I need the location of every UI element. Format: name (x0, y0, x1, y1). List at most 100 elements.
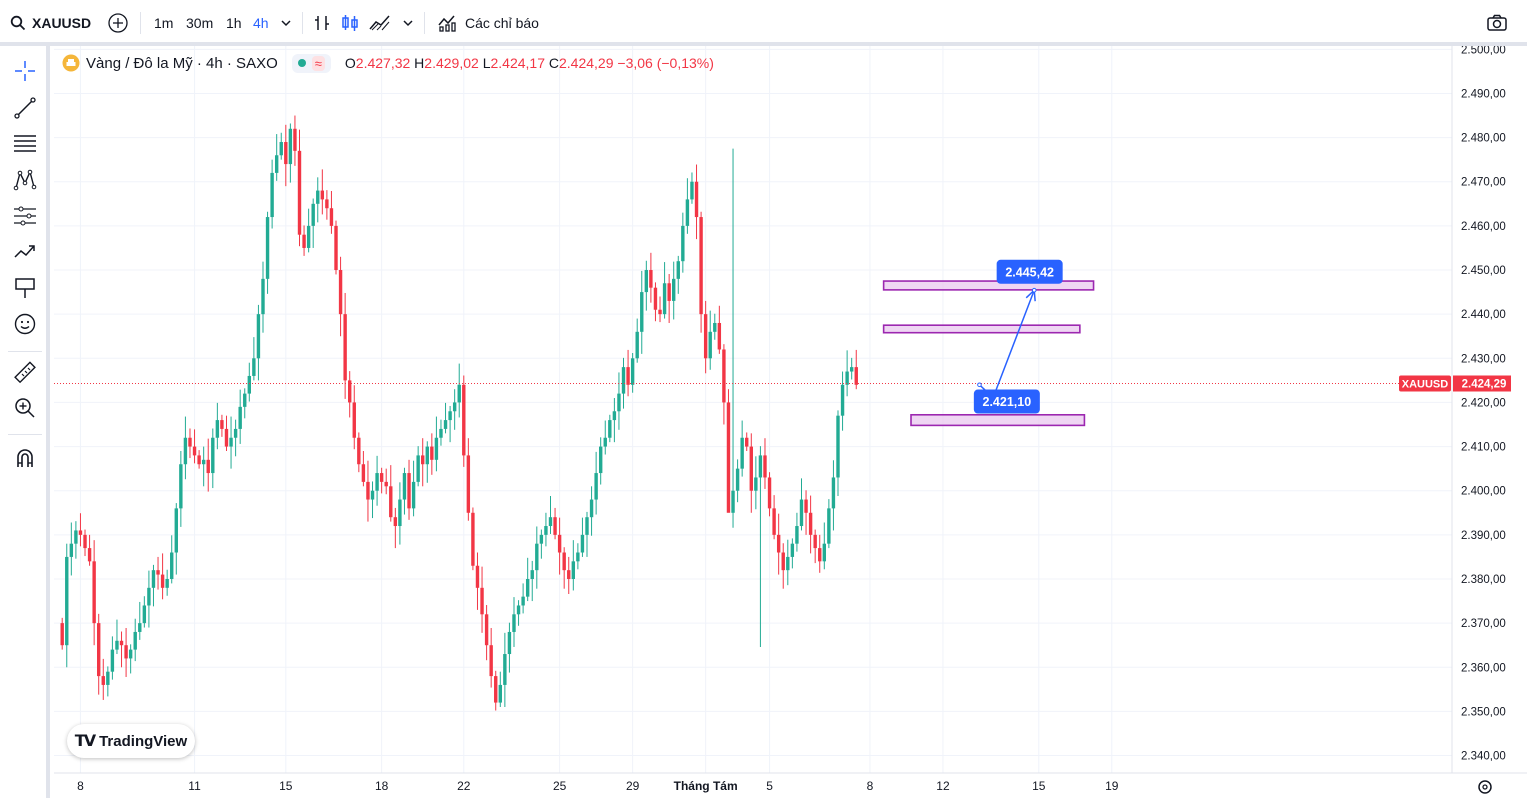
pattern-tool[interactable] (12, 167, 38, 193)
symbol-search[interactable]: XAUUSD (10, 10, 91, 36)
price-tick-label: 2.400,00 (1461, 486, 1506, 498)
price-chart[interactable]: 2.445,42 2.421,10 2.340,00 2.350,00 2.360,00… (54, 46, 1527, 798)
fib-tool[interactable] (12, 131, 38, 157)
drawing-toolbar (0, 46, 50, 798)
candle-body (562, 552, 566, 571)
measure-tool[interactable] (12, 360, 38, 386)
candle-body (274, 155, 279, 173)
candle-body (617, 393, 621, 412)
candle-body (124, 645, 128, 659)
pattern-icon (13, 169, 37, 191)
candle-body (425, 446, 429, 465)
ohlc-values: O2.427,32 H2.429,02 L2.424,17 C2.424,29 … (345, 55, 714, 71)
candle-body (653, 287, 658, 310)
forecast-tool[interactable] (12, 239, 38, 265)
candles-icon (342, 15, 358, 31)
candle-body (265, 217, 270, 279)
bars-icon (315, 16, 329, 30)
candle-body (379, 473, 384, 482)
candle-body (325, 199, 329, 209)
candle-body (786, 556, 790, 571)
candle-body (74, 530, 78, 544)
chart-settings-icon[interactable] (1478, 780, 1492, 794)
area-style-button[interactable] (368, 10, 392, 36)
market-open-indicator (297, 59, 306, 67)
candle-body (685, 199, 690, 226)
symbol-description[interactable]: Vàng / Đô la Mỹ · 4h · SAXO (86, 54, 278, 72)
candle-body (393, 517, 398, 527)
market-status[interactable]: ≈ (291, 53, 331, 73)
indicators-icon (438, 15, 456, 32)
time-tick-label: Tháng Tám (674, 779, 738, 793)
zoom-in-icon (15, 398, 35, 418)
indicators-button[interactable]: Các chỉ báo (437, 10, 539, 36)
candle-body (799, 499, 804, 527)
candle-body (402, 473, 407, 500)
candle-body (722, 349, 726, 403)
price-tick-label: 2.410,00 (1461, 442, 1506, 454)
last-price-tag (1453, 375, 1511, 392)
candle-body (749, 446, 753, 491)
candle-body (384, 481, 388, 487)
ruler-icon (14, 361, 36, 384)
candle-body (776, 534, 781, 553)
candle-body (731, 490, 735, 513)
candle-body (247, 375, 252, 394)
candle-body (557, 534, 562, 553)
chevron-down-icon (281, 20, 291, 27)
candle-body (448, 411, 452, 421)
bar-style-button[interactable] (312, 10, 332, 36)
candle-body (188, 437, 192, 447)
candle-body (147, 587, 151, 606)
candle-body (334, 225, 338, 271)
close-label: C (548, 55, 559, 71)
candle-body (612, 411, 617, 421)
emoji-tool[interactable] (12, 311, 38, 337)
interval-4h[interactable]: 4h (253, 10, 269, 36)
annotation-tool[interactable] (12, 275, 38, 301)
candle-body (293, 128, 297, 151)
trend-line-tool[interactable] (12, 95, 38, 121)
candle-body (407, 473, 411, 509)
projection-tool[interactable] (12, 203, 38, 229)
candle-body (644, 270, 649, 293)
candle-body (521, 596, 525, 606)
candle-body (640, 292, 644, 332)
divider (302, 12, 303, 34)
magnet-tool[interactable] (12, 445, 38, 471)
snapshot-button[interactable] (1486, 10, 1508, 36)
candle-body (845, 371, 849, 385)
chart-legend: Vàng / Đô la Mỹ · 4h · SAXO ≈ O2.427,32 … (62, 52, 714, 74)
candle-body (525, 578, 530, 597)
gold-coin-icon (62, 54, 80, 72)
add-circle-icon (108, 13, 128, 33)
symbol-tag-text: XAUUSD (1402, 379, 1449, 391)
candle-body (754, 477, 758, 491)
zoom-in-tool[interactable] (12, 395, 38, 421)
forecast-icon (14, 245, 35, 258)
interval-1h[interactable]: 1h (226, 10, 242, 36)
indicators-label: Các chỉ báo (465, 15, 539, 31)
candle-body (571, 561, 576, 579)
price-label-box (973, 389, 1040, 414)
candle-body (740, 437, 744, 469)
candle-body (421, 455, 425, 465)
candle-body (452, 402, 457, 412)
candle-body (621, 367, 626, 394)
interval-dropdown[interactable] (280, 10, 292, 36)
crosshair-tool[interactable] (12, 58, 38, 84)
compare-symbol-button[interactable] (107, 10, 129, 36)
candle-body (439, 428, 443, 438)
chart-type-dropdown[interactable] (402, 10, 414, 36)
interval-1m[interactable]: 1m (154, 10, 173, 36)
price-tick-label: 2.480,00 (1461, 133, 1506, 145)
candle-body (252, 358, 256, 376)
candle-body (484, 614, 489, 646)
interval-label: 1h (226, 15, 242, 31)
tradingview-logo[interactable]: 𝗧𝗩 TradingView (67, 724, 195, 758)
time-tick-label: 5 (766, 779, 773, 793)
interval-30m[interactable]: 30m (186, 10, 213, 36)
candles-style-button[interactable] (340, 10, 360, 36)
price-tick-label: 2.360,00 (1461, 662, 1506, 674)
candle-body (672, 278, 676, 301)
